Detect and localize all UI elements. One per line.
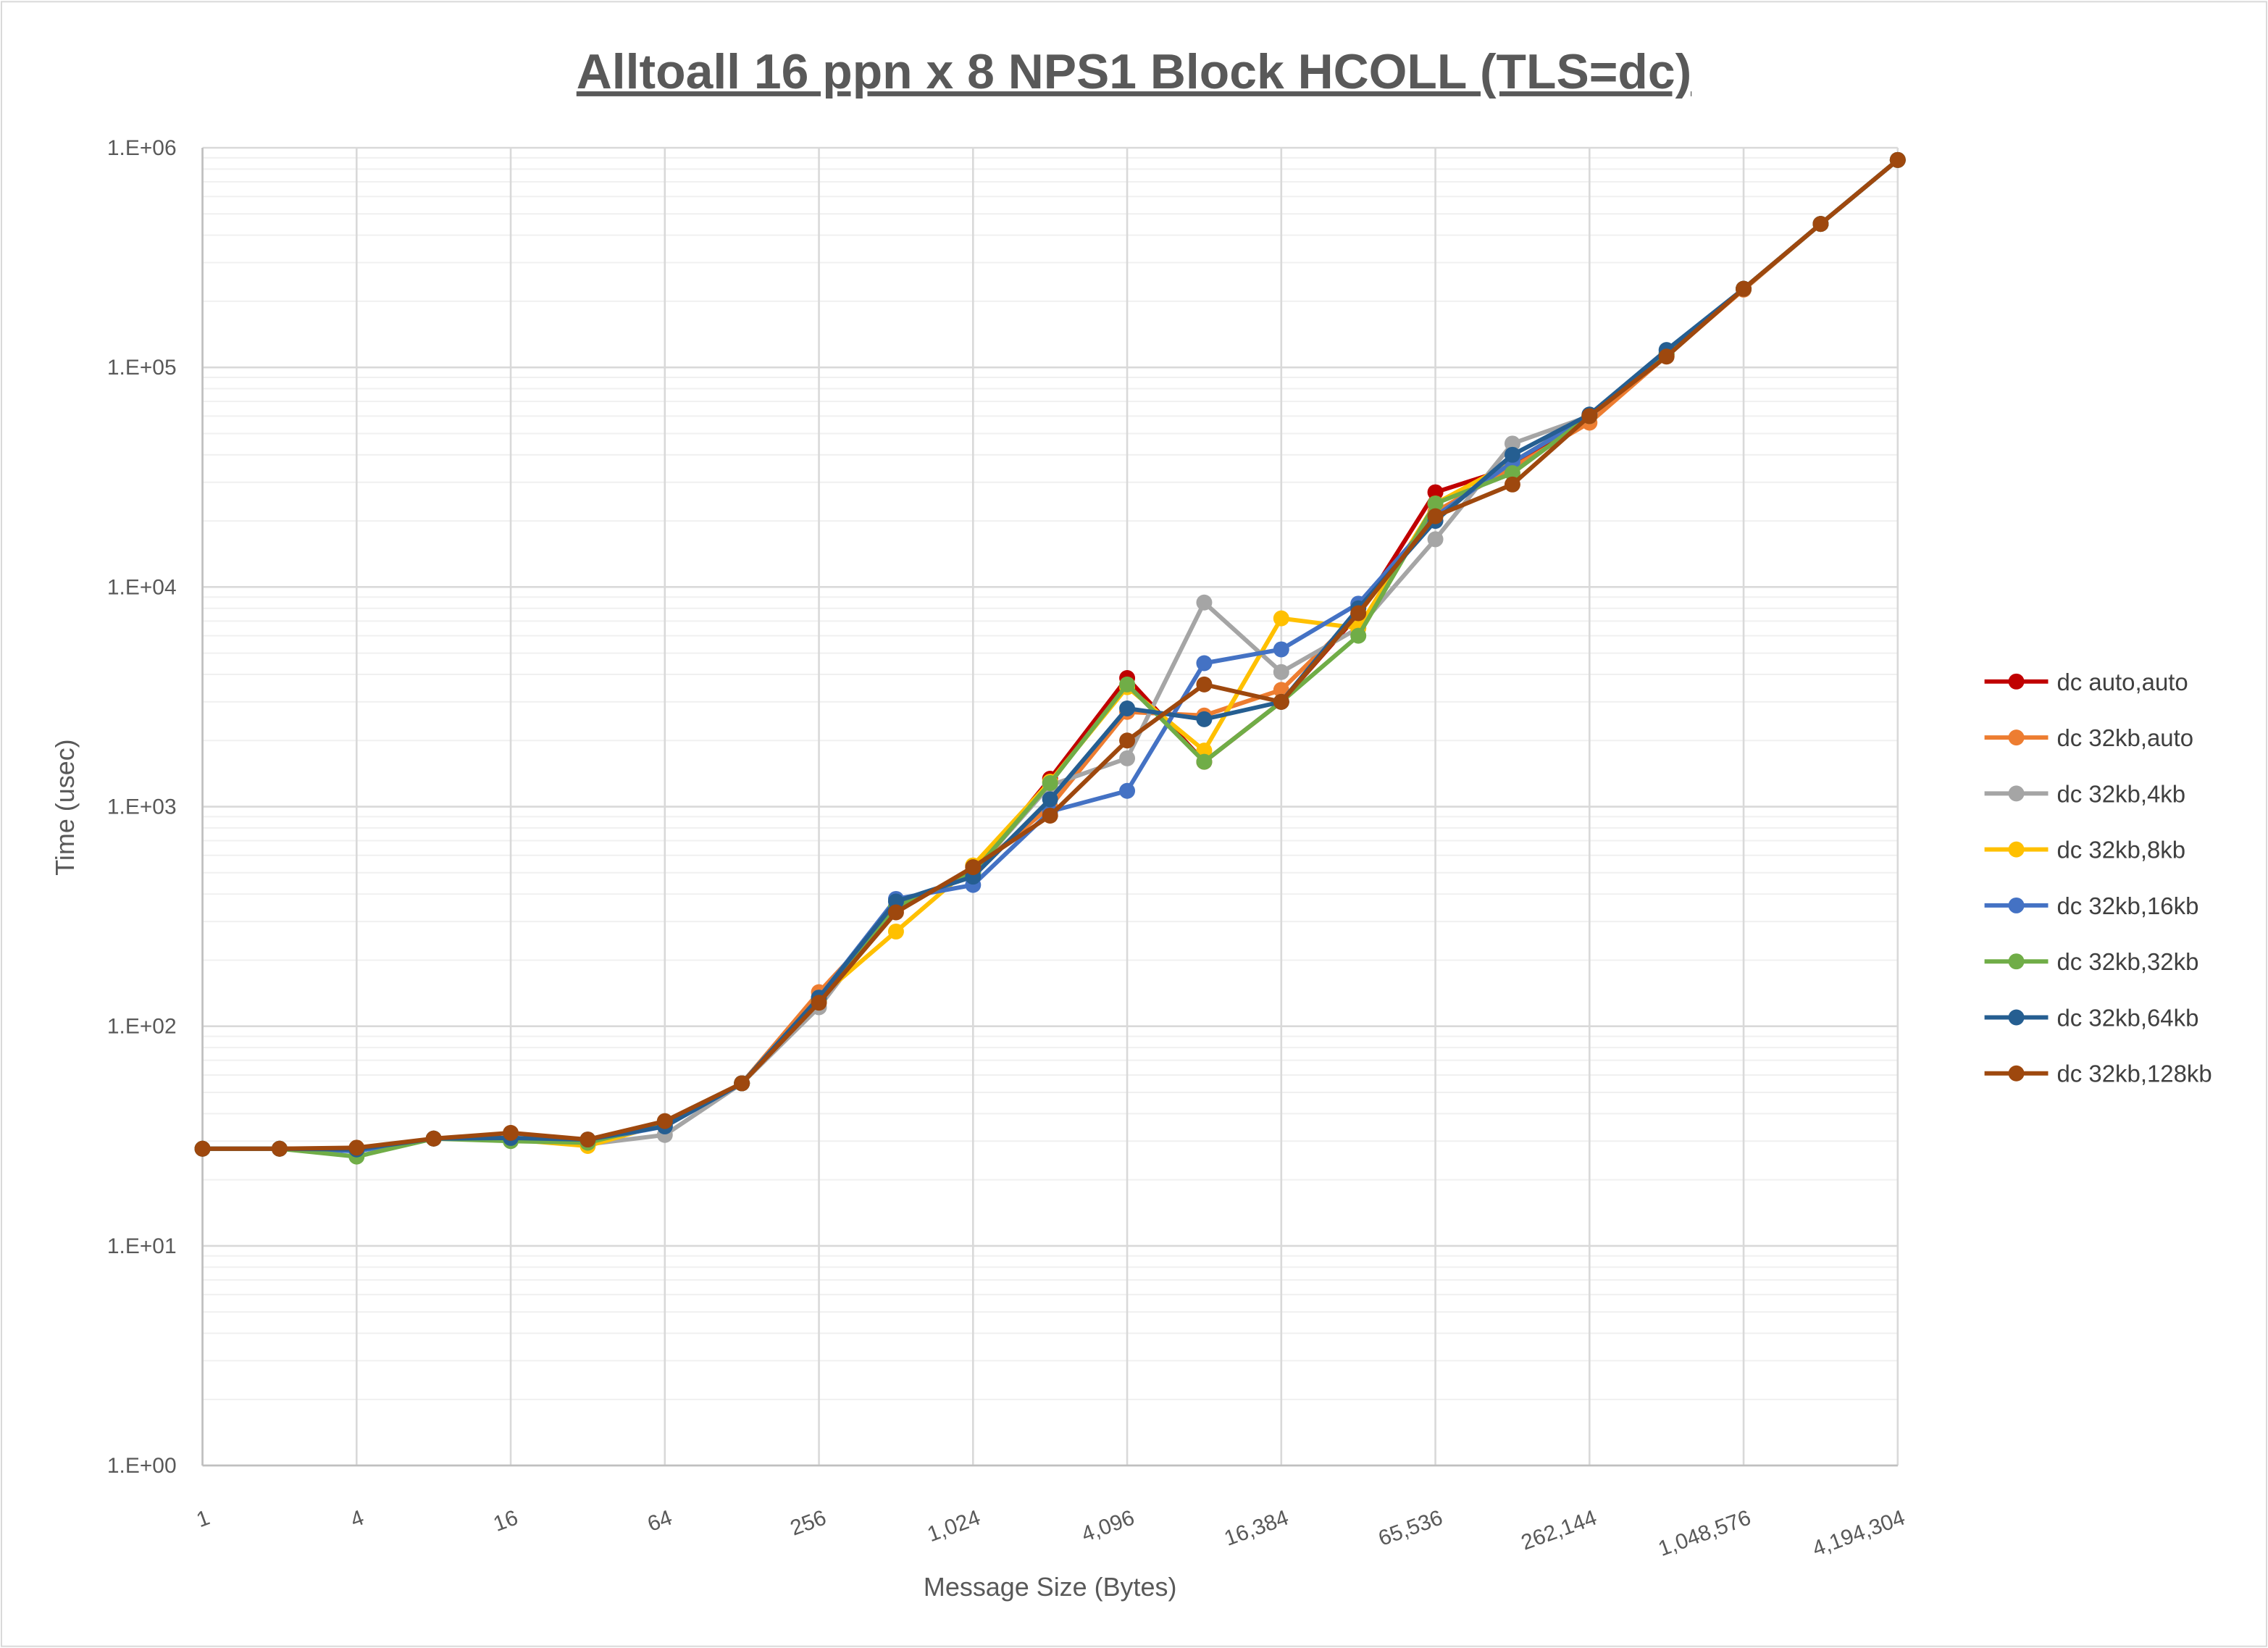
data-point	[1427, 508, 1444, 524]
data-point	[887, 893, 904, 910]
data-point	[1581, 408, 1598, 424]
legend-item: dc auto,auto	[1984, 669, 2188, 695]
data-point	[1196, 753, 1213, 770]
chart-title: Alltoall 16 ppn x 8 NPS1 Block HCOLL (TL…	[577, 45, 1691, 99]
legend-item: dc 32kb,auto	[1984, 724, 2193, 751]
legend-item: dc 32kb,4kb	[1984, 780, 2185, 807]
data-point	[1119, 782, 1136, 799]
data-point	[887, 923, 904, 940]
y-tick-label: 1.E+00	[107, 1454, 177, 1478]
data-point	[425, 1130, 442, 1147]
data-point	[348, 1139, 365, 1156]
data-point	[1196, 743, 1213, 759]
data-point	[1350, 627, 1367, 644]
legend: dc auto,auto dc 32kb,auto dc 32kb,4kb dc 32…	[1984, 669, 2212, 1087]
legend-item: dc 32kb,32kb	[1984, 948, 2198, 975]
data-point	[1042, 775, 1058, 792]
y-axis-ticks: 1.E+00 1.E+01 1.E+02 1.E+03 1.E+04 1.E+05 1.E+…	[107, 136, 177, 1478]
data-point	[1736, 280, 1752, 297]
data-point	[1042, 791, 1058, 808]
legend-label: dc 32kb,64kb	[2056, 1004, 2198, 1031]
legend-item: dc 32kb,128kb	[1984, 1061, 2212, 1087]
data-point	[1427, 495, 1444, 512]
legend-label: dc 32kb,4kb	[2056, 780, 2185, 807]
data-point	[1273, 641, 1289, 658]
y-tick-label: 1.E+05	[107, 356, 177, 380]
data-point	[503, 1124, 519, 1141]
data-point	[1658, 348, 1675, 365]
data-point	[1427, 531, 1444, 548]
data-point	[1812, 216, 1829, 233]
data-point	[1504, 435, 1520, 452]
data-point	[811, 995, 827, 1011]
data-point	[194, 1140, 211, 1157]
data-point	[734, 1075, 750, 1092]
data-point	[1196, 711, 1213, 727]
legend-marker	[2008, 785, 2025, 802]
legend-label: dc 32kb,128kb	[2056, 1061, 2211, 1087]
legend-item: dc 32kb,64kb	[1984, 1004, 2198, 1031]
data-point	[271, 1140, 288, 1157]
data-point	[1119, 750, 1136, 766]
y-tick-label: 1.E+02	[107, 1015, 177, 1039]
series-group	[194, 151, 1906, 1165]
data-point	[1427, 484, 1444, 501]
data-point	[965, 859, 982, 876]
gridlines	[201, 146, 1899, 1467]
data-point	[1196, 655, 1213, 672]
series-dc-32kb-128kb	[194, 151, 1906, 1157]
legend-label: dc auto,auto	[2056, 669, 2188, 695]
legend-label: dc 32kb,8kb	[2056, 837, 2185, 863]
data-point	[1350, 605, 1367, 622]
data-point	[1504, 446, 1520, 463]
data-point	[1196, 676, 1213, 693]
y-tick-label: 1.E+06	[107, 136, 177, 160]
data-point	[1196, 594, 1213, 611]
legend-marker	[2008, 1009, 2025, 1026]
y-tick-label: 1.E+03	[107, 795, 177, 819]
data-point	[1119, 700, 1136, 716]
data-point	[1273, 664, 1289, 680]
data-point	[887, 904, 904, 921]
y-tick-label: 1.E+01	[107, 1234, 177, 1258]
legend-label: dc 32kb,16kb	[2056, 892, 2198, 919]
data-point	[1504, 465, 1520, 482]
legend-marker	[2008, 897, 2025, 913]
data-point	[1119, 676, 1136, 693]
data-point	[1042, 807, 1058, 824]
x-axis-title: Message Size (Bytes)	[924, 1572, 1177, 1602]
legend-marker	[2008, 841, 2025, 858]
data-point	[1273, 693, 1289, 710]
legend-item: dc 32kb,8kb	[1984, 837, 2185, 863]
legend-label: dc 32kb,auto	[2056, 724, 2193, 751]
legend-marker	[2008, 729, 2025, 746]
y-axis-title: Time (usec)	[50, 739, 80, 875]
data-point	[656, 1113, 673, 1129]
legend-marker	[2008, 1065, 2025, 1082]
legend-label: dc 32kb,32kb	[2056, 948, 2198, 975]
data-point	[1504, 476, 1520, 493]
data-point	[1889, 151, 1906, 168]
legend-item: dc 32kb,16kb	[1984, 892, 2198, 919]
data-point	[1119, 732, 1136, 749]
y-tick-label: 1.E+04	[107, 575, 177, 599]
legend-marker	[2008, 673, 2025, 690]
data-point	[1273, 610, 1289, 627]
legend-marker	[2008, 953, 2025, 970]
data-point	[579, 1132, 596, 1148]
